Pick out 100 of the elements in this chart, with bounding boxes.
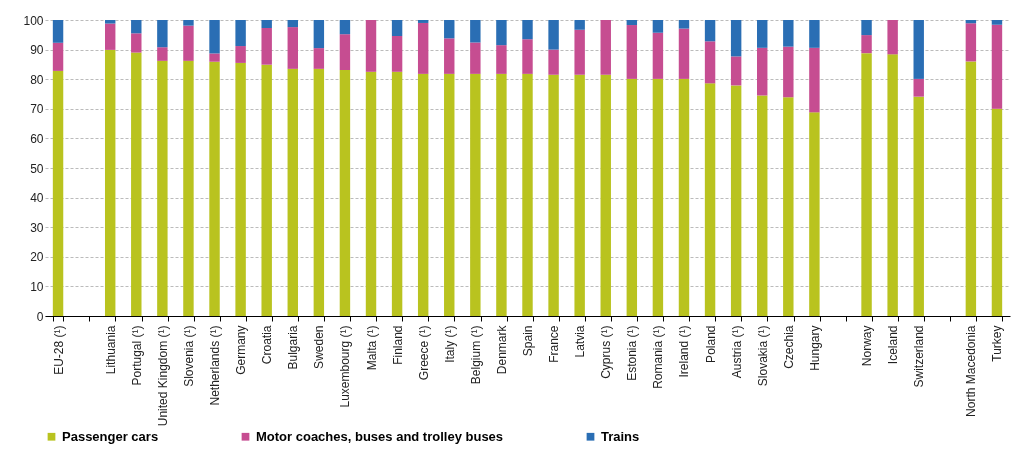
bar bbox=[783, 46, 794, 98]
bar bbox=[496, 45, 507, 74]
x-tick-label: Iceland bbox=[886, 325, 901, 365]
bar bbox=[183, 25, 194, 61]
bar bbox=[104, 23, 116, 50]
bar bbox=[313, 68, 325, 316]
x-tick-label: Bulgaria bbox=[286, 325, 301, 370]
y-tick-label: 90 bbox=[30, 43, 44, 58]
x-tick-label: Poland bbox=[703, 325, 718, 363]
x-tick-label: Romania (¹) bbox=[651, 325, 666, 389]
bar bbox=[313, 20, 325, 49]
bar bbox=[417, 22, 429, 74]
bar bbox=[965, 23, 977, 62]
bar bbox=[757, 95, 768, 316]
bar bbox=[730, 20, 742, 57]
bar bbox=[261, 20, 272, 28]
bar bbox=[861, 20, 872, 36]
bar bbox=[131, 52, 142, 316]
bar bbox=[157, 47, 168, 61]
bar bbox=[887, 20, 898, 55]
x-tick-label: Cyprus (¹) bbox=[599, 325, 614, 379]
bar bbox=[626, 25, 638, 79]
bar bbox=[704, 83, 716, 316]
bar bbox=[209, 20, 220, 54]
bar bbox=[991, 20, 1003, 25]
bar bbox=[470, 73, 481, 316]
bar bbox=[574, 20, 585, 30]
bar bbox=[548, 20, 559, 50]
bar bbox=[757, 47, 768, 96]
bar bbox=[730, 85, 742, 316]
bar bbox=[52, 20, 64, 43]
x-tick-label: Switzerland bbox=[912, 325, 927, 388]
y-tick-label: 20 bbox=[30, 250, 44, 265]
bar bbox=[287, 27, 298, 69]
x-tick-label: Austria (¹) bbox=[729, 325, 744, 379]
bar bbox=[522, 39, 533, 74]
x-tick-label: Netherlands (¹) bbox=[208, 325, 223, 406]
bar bbox=[287, 68, 298, 316]
x-tick-label: Sweden bbox=[312, 325, 327, 369]
bar bbox=[496, 73, 507, 316]
bar bbox=[365, 71, 377, 316]
bar bbox=[913, 20, 924, 79]
bar bbox=[678, 20, 690, 29]
bar bbox=[391, 35, 403, 72]
x-tick-label: Denmark bbox=[494, 324, 509, 375]
bar bbox=[339, 20, 351, 35]
bar bbox=[809, 112, 820, 316]
x-tick-label: France bbox=[547, 325, 562, 363]
x-tick-label: Italy (¹) bbox=[442, 325, 457, 363]
bar bbox=[52, 42, 64, 71]
bar bbox=[704, 20, 716, 42]
bar bbox=[652, 20, 664, 33]
bar bbox=[235, 46, 246, 63]
bar bbox=[287, 20, 298, 28]
bar bbox=[757, 20, 768, 48]
y-tick-label: 70 bbox=[30, 102, 44, 117]
x-tick-label: Lithuania bbox=[103, 325, 118, 375]
bar bbox=[652, 78, 664, 316]
bar bbox=[417, 73, 429, 316]
bar bbox=[913, 96, 924, 316]
bar bbox=[496, 20, 507, 46]
x-tick-label: Czechia bbox=[781, 325, 796, 369]
x-tick-label: Belgium (¹) bbox=[468, 325, 483, 385]
x-tick-label: Ireland (¹) bbox=[677, 325, 692, 378]
bar bbox=[104, 49, 116, 316]
bar bbox=[678, 28, 690, 79]
bar bbox=[991, 108, 1003, 316]
bar bbox=[809, 47, 820, 113]
bar bbox=[131, 20, 142, 34]
bar bbox=[652, 32, 664, 79]
bar bbox=[783, 97, 794, 316]
bar bbox=[444, 20, 455, 39]
x-tick-label: Turkey bbox=[990, 325, 1005, 362]
bar bbox=[470, 42, 481, 74]
x-tick-label: Hungary bbox=[807, 325, 822, 371]
bar bbox=[52, 70, 64, 316]
bar bbox=[235, 62, 246, 316]
y-tick-label: 100 bbox=[23, 13, 44, 28]
bar bbox=[391, 71, 403, 316]
x-tick-label: Finland bbox=[390, 325, 405, 365]
bar bbox=[626, 78, 638, 316]
bar bbox=[548, 74, 559, 316]
bar bbox=[574, 29, 585, 75]
y-tick-label: 0 bbox=[36, 309, 44, 324]
x-tick-label: Slovakia (¹) bbox=[755, 325, 770, 387]
bar bbox=[991, 24, 1003, 109]
x-tick-label: Luxembourg (¹) bbox=[338, 325, 353, 408]
y-tick-label: 60 bbox=[30, 131, 44, 146]
x-tick-label: Germany bbox=[234, 325, 249, 375]
x-tick-label: United Kingdom (¹) bbox=[155, 325, 170, 427]
x-tick-label: Slovenia (¹) bbox=[181, 325, 196, 387]
bar bbox=[104, 20, 116, 24]
bar bbox=[391, 20, 403, 36]
bar bbox=[600, 20, 611, 75]
bar bbox=[626, 20, 638, 26]
y-tick-label: 50 bbox=[30, 161, 44, 176]
bar bbox=[261, 27, 272, 65]
bar bbox=[678, 78, 690, 316]
bar bbox=[522, 73, 533, 316]
x-tick-label: Malta (¹) bbox=[364, 325, 379, 371]
